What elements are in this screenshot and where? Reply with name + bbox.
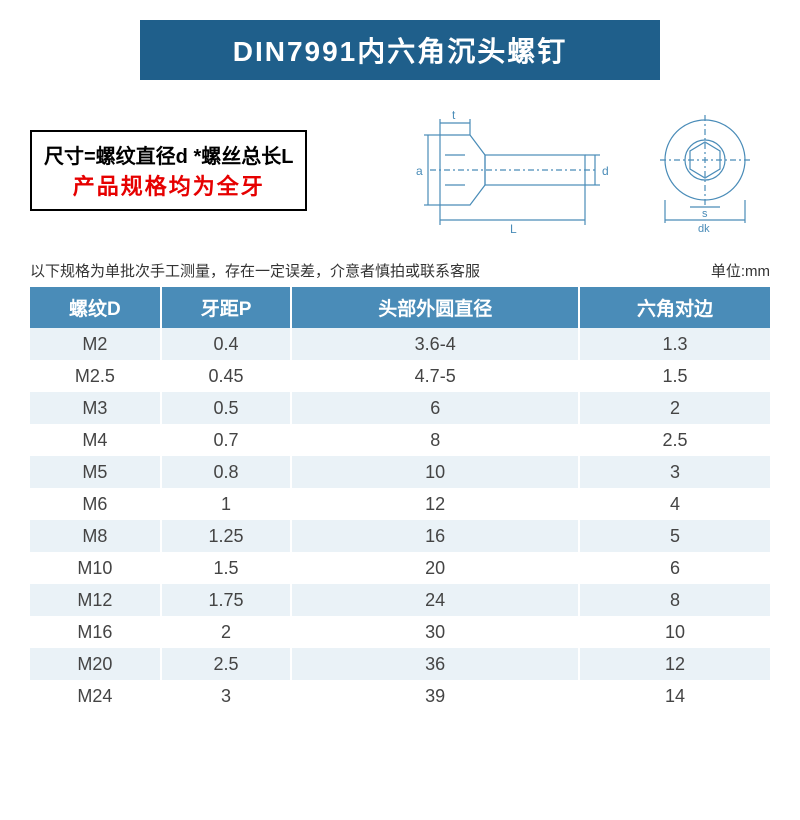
table-row: M101.5206: [30, 552, 770, 584]
label-L: L: [510, 222, 517, 235]
table-cell: 0.4: [161, 328, 292, 360]
table-cell: 1.5: [579, 360, 770, 392]
table-row: M2.50.454.7-51.5: [30, 360, 770, 392]
label-t: t: [452, 108, 456, 122]
table-cell: 8: [579, 584, 770, 616]
table-cell: M2: [30, 328, 161, 360]
table-cell: M8: [30, 520, 161, 552]
table-row: M202.53612: [30, 648, 770, 680]
diagram-wrap: t a d L s dk: [327, 105, 770, 235]
table-cell: 2.5: [161, 648, 292, 680]
col-header: 螺纹D: [30, 287, 161, 328]
mid-section: 尺寸=螺纹直径d *螺丝总长L 产品规格均为全牙: [30, 105, 770, 235]
table-cell: 1.25: [161, 520, 292, 552]
table-cell: 2.5: [579, 424, 770, 456]
table-cell: 4.7-5: [291, 360, 579, 392]
table-row: M1623010: [30, 616, 770, 648]
table-cell: 14: [579, 680, 770, 712]
table-cell: 20: [291, 552, 579, 584]
col-header: 牙距P: [161, 287, 292, 328]
table-row: M20.43.6-41.3: [30, 328, 770, 360]
page-title: DIN7991内六角沉头螺钉: [140, 20, 660, 80]
table-cell: M4: [30, 424, 161, 456]
table-cell: 2: [579, 392, 770, 424]
table-cell: M24: [30, 680, 161, 712]
table-cell: 1.5: [161, 552, 292, 584]
table-cell: 36: [291, 648, 579, 680]
table-cell: 0.45: [161, 360, 292, 392]
table-row: M61124: [30, 488, 770, 520]
table-row: M2433914: [30, 680, 770, 712]
table-row: M40.782.5: [30, 424, 770, 456]
table-row: M121.75248: [30, 584, 770, 616]
table-cell: 1: [161, 488, 292, 520]
table-cell: 30: [291, 616, 579, 648]
table-cell: 5: [579, 520, 770, 552]
table-cell: M2.5: [30, 360, 161, 392]
table-cell: 3: [579, 456, 770, 488]
table-cell: 3: [161, 680, 292, 712]
col-header: 六角对边: [579, 287, 770, 328]
label-dk: dk: [698, 223, 710, 235]
table-cell: M10: [30, 552, 161, 584]
table-row: M30.562: [30, 392, 770, 424]
table-cell: 24: [291, 584, 579, 616]
table-cell: 0.7: [161, 424, 292, 456]
table-cell: 3.6-4: [291, 328, 579, 360]
table-cell: 6: [291, 392, 579, 424]
table-cell: 0.8: [161, 456, 292, 488]
table-cell: 10: [291, 456, 579, 488]
table-cell: 1.3: [579, 328, 770, 360]
table-cell: 0.5: [161, 392, 292, 424]
label-a: a: [416, 164, 423, 178]
table-cell: 12: [579, 648, 770, 680]
table-cell: M12: [30, 584, 161, 616]
notes-row: 以下规格为单批次手工测量，存在一定误差，介意者慎拍或联系客服 单位:mm: [30, 260, 770, 281]
col-header: 头部外圆直径: [291, 287, 579, 328]
table-cell: M3: [30, 392, 161, 424]
table-cell: M6: [30, 488, 161, 520]
table-cell: 2: [161, 616, 292, 648]
screw-top-diagram: s dk: [650, 105, 770, 235]
spec-table: 螺纹D牙距P头部外圆直径六角对边 M20.43.6-41.3M2.50.454.…: [30, 287, 770, 712]
note-right: 单位:mm: [711, 260, 770, 281]
table-cell: 12: [291, 488, 579, 520]
table-cell: 16: [291, 520, 579, 552]
label-s: s: [702, 208, 708, 220]
table-cell: M5: [30, 456, 161, 488]
table-cell: M20: [30, 648, 161, 680]
label-d: d: [602, 164, 609, 178]
formula-box: 尺寸=螺纹直径d *螺丝总长L 产品规格均为全牙: [30, 130, 307, 211]
table-row: M81.25165: [30, 520, 770, 552]
table-cell: 39: [291, 680, 579, 712]
table-cell: 8: [291, 424, 579, 456]
table-cell: M16: [30, 616, 161, 648]
note-left: 以下规格为单批次手工测量，存在一定误差，介意者慎拍或联系客服: [30, 260, 480, 281]
table-row: M50.8103: [30, 456, 770, 488]
table-cell: 4: [579, 488, 770, 520]
formula-line2: 产品规格均为全牙: [44, 169, 293, 201]
screw-side-diagram: t a d L: [410, 105, 630, 235]
table-cell: 6: [579, 552, 770, 584]
table-cell: 1.75: [161, 584, 292, 616]
formula-line1: 尺寸=螺纹直径d *螺丝总长L: [44, 140, 293, 169]
table-cell: 10: [579, 616, 770, 648]
